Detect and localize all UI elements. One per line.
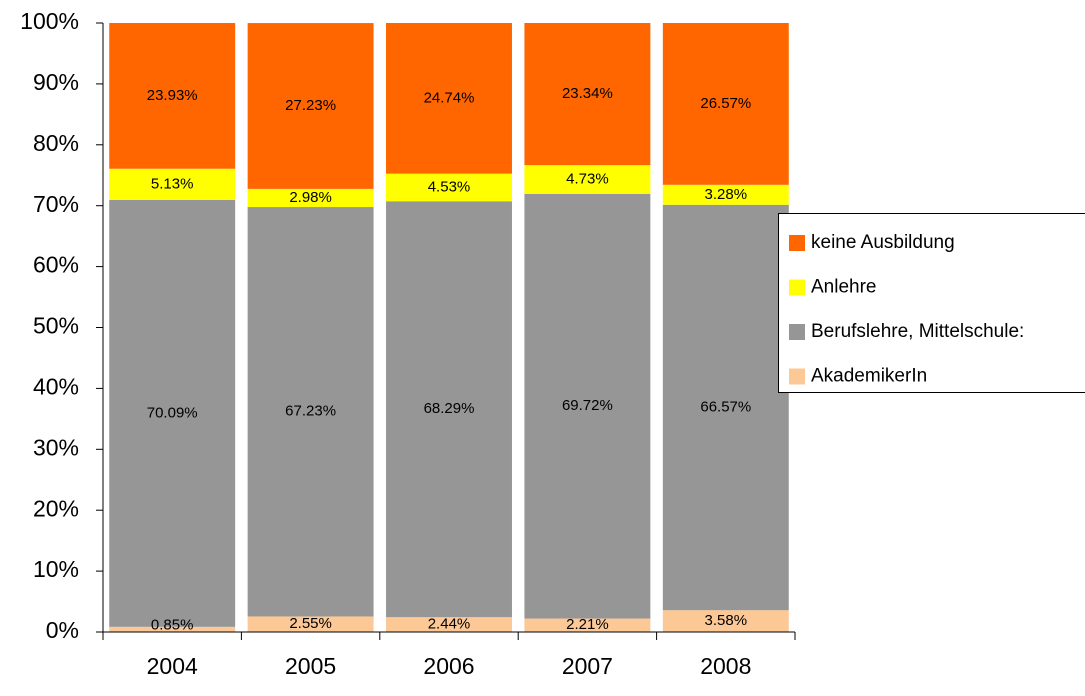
data-label: 2.21% — [566, 616, 609, 633]
bar-segment — [247, 23, 374, 189]
data-label: 4.73% — [566, 171, 609, 188]
data-label: 27.23% — [285, 97, 336, 114]
bar-segment — [524, 618, 651, 632]
legend-label: AkademikerIn — [811, 366, 927, 387]
data-label: 5.13% — [151, 175, 194, 192]
data-label: 23.93% — [147, 87, 198, 104]
bar-segment — [524, 23, 651, 166]
legend-swatch — [789, 368, 805, 385]
bar-segment — [524, 165, 651, 194]
bar-segment — [247, 188, 374, 208]
data-label: 24.74% — [424, 89, 475, 106]
bar-segment — [386, 201, 512, 618]
y-tick-label: 30% — [33, 434, 79, 460]
legend-swatch — [789, 235, 805, 251]
y-tick-label: 20% — [33, 495, 79, 521]
data-label: 2.55% — [289, 615, 332, 632]
data-label: 68.29% — [424, 400, 475, 417]
data-label: 3.58% — [705, 612, 748, 629]
data-label: 2.98% — [289, 189, 332, 206]
y-tick-label: 90% — [33, 69, 79, 95]
x-tick-label: 2005 — [285, 653, 336, 679]
data-label: 2.44% — [428, 616, 471, 633]
y-tick-label: 60% — [33, 252, 79, 278]
y-tick-label: 80% — [33, 130, 79, 156]
bar-segment — [662, 204, 789, 611]
bar-segment — [247, 616, 374, 632]
data-label: 4.53% — [428, 178, 471, 195]
bar-segment — [524, 193, 651, 619]
data-label: 26.57% — [700, 95, 751, 112]
legend-swatch — [789, 324, 805, 340]
y-tick-label: 0% — [46, 617, 79, 643]
bar-segment — [662, 610, 789, 632]
data-label: 66.57% — [700, 398, 751, 415]
legend-swatch — [789, 279, 805, 296]
data-label: 70.09% — [147, 404, 198, 421]
bar-segment — [109, 168, 236, 200]
x-tick-label: 2007 — [562, 653, 613, 679]
data-label: 67.23% — [285, 403, 336, 420]
data-label: 69.72% — [562, 397, 613, 414]
y-tick-label: 70% — [33, 191, 79, 217]
bar-segment — [386, 173, 512, 202]
x-tick-label: 2008 — [700, 653, 751, 679]
data-label: 23.34% — [562, 85, 613, 102]
legend-box — [778, 213, 1085, 393]
bar-segment — [247, 207, 374, 617]
y-tick-label: 40% — [33, 373, 79, 399]
legend-label: keine Ausbildung — [811, 232, 955, 253]
bar-segment — [386, 617, 512, 632]
bar-segment — [109, 23, 236, 169]
y-tick-label: 100% — [20, 8, 79, 34]
data-label: 0.85% — [151, 616, 194, 633]
bar-segment — [386, 23, 512, 174]
bar-segment — [109, 626, 236, 632]
bar-segment — [109, 199, 236, 627]
legend-label: Berufslehre, Mittelschule: — [811, 321, 1024, 342]
bar-segment — [662, 23, 789, 185]
bar-segment — [662, 184, 789, 205]
y-tick-label: 10% — [33, 556, 79, 582]
legend-label: Anlehre — [811, 277, 877, 298]
data-label: 3.28% — [705, 186, 748, 203]
y-tick-label: 50% — [33, 313, 79, 339]
x-tick-label: 2004 — [147, 653, 198, 679]
x-tick-label: 2006 — [423, 653, 474, 679]
